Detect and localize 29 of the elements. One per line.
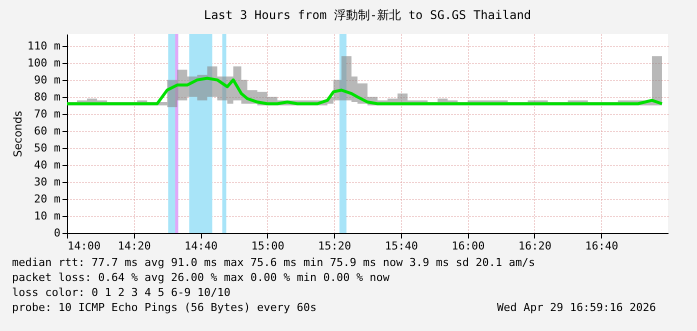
y-tick-label: 100 m (27, 56, 61, 70)
y-tick-label: 40 m (34, 158, 61, 172)
x-tick-label: 14:00 (68, 240, 101, 252)
y-tick-label: 0 (54, 226, 60, 240)
chart-title: Last 3 Hours from 浮動制-新北 to SG.GS Thailand (204, 8, 532, 22)
x-tick-label: 16:20 (518, 240, 552, 252)
y-tick-label: 90 m (34, 73, 61, 86)
y-tick-label: 80 m (34, 90, 61, 104)
x-tick-label: 15:40 (384, 240, 418, 252)
y-tick-label: 10 m (34, 209, 61, 222)
y-tick-label: 20 m (34, 192, 61, 206)
text: median rtt: 77.7 ms avg 91.0 ms max 75.6 ms min 75.9 ms now 3.9 ms sd 20.1 am/s (12, 256, 536, 269)
x-tick-label: 15:20 (318, 240, 352, 252)
y-tick-label: 60 m (34, 124, 61, 138)
y-tick-label: 30 m (34, 175, 61, 188)
text: probe: 10 ICMP Echo Pings (56 Bytes) every 60s (12, 301, 317, 314)
y-tick-label: 110 m (27, 39, 61, 52)
x-tick-label: 16:40 (585, 240, 618, 252)
y-axis-title: Seconds (11, 110, 24, 158)
x-tick-label: 14:40 (184, 240, 218, 252)
x-tick-label: 15:00 (251, 240, 284, 252)
x-tick-label: 14:20 (118, 240, 151, 252)
y-tick-label: 50 m (34, 141, 61, 154)
text: loss color: 0 1 2 3 4 5 6-9 10/10 (12, 286, 231, 299)
text: packet loss: 0.64 % avg 26.00 % max 0.00 % min 0.00 % now (12, 271, 390, 284)
text: Wed Apr 29 16:59:16 2026 (497, 301, 656, 314)
x-tick-label: 16:00 (452, 240, 485, 252)
line-series (66, 76, 664, 106)
y-tick-label: 70 m (34, 107, 61, 120)
